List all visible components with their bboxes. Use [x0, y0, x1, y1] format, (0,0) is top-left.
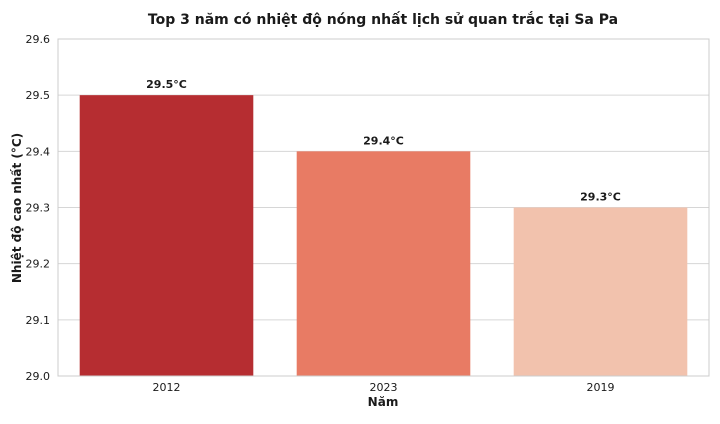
bar-2012 [79, 95, 254, 377]
x-tick-label: 2019 [587, 381, 615, 394]
plot-frame [57, 38, 710, 377]
y-tick-label: 29.6 [26, 33, 51, 46]
y-tick-label: 29.2 [26, 258, 51, 271]
data-label: 29.4°C [363, 134, 404, 147]
x-tick-label: 2012 [153, 381, 181, 394]
y-tick-label: 29.3 [26, 202, 51, 215]
bar-2023 [296, 151, 471, 376]
data-label: 29.3°C [580, 191, 621, 204]
y-tick-label: 29.5 [26, 89, 51, 102]
y-tick-label: 29.4 [26, 145, 51, 158]
y-tick-label: 29.1 [26, 314, 51, 327]
chart-title: Top 3 năm có nhiệt độ nóng nhất lịch sử … [148, 11, 618, 28]
bar-2019 [513, 207, 688, 376]
data-label: 29.5°C [146, 78, 187, 91]
y-tick-label: 29.0 [26, 370, 51, 383]
x-tick-label: 2023 [370, 381, 398, 394]
x-axis-label: Năm [368, 395, 399, 409]
y-axis-label: Nhiệt độ cao nhất (°C) [10, 133, 24, 283]
